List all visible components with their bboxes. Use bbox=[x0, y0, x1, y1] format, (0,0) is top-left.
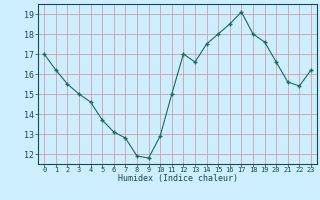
X-axis label: Humidex (Indice chaleur): Humidex (Indice chaleur) bbox=[118, 174, 238, 183]
